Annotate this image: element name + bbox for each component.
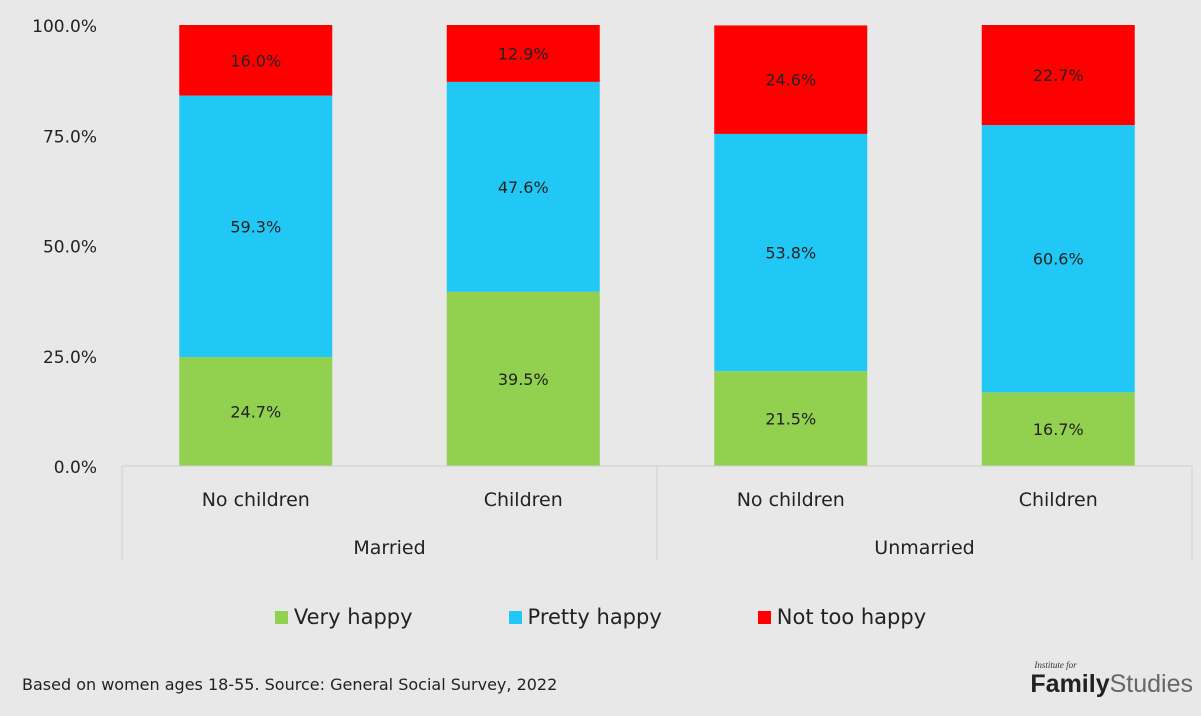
data-label: 16.7% [1033, 420, 1084, 439]
legend-swatch-not-too-happy [757, 610, 771, 624]
data-label: 53.8% [765, 244, 816, 263]
legend-label-very-happy: Very happy [293, 605, 413, 629]
y-tick-label: 25.0% [43, 348, 97, 368]
legend: Very happy Pretty happy Not too happy [0, 605, 1201, 629]
y-tick-label: 75.0% [43, 127, 97, 147]
legend-swatch-very-happy [274, 610, 288, 624]
y-tick-label: 100.0% [32, 17, 97, 37]
y-tick-label: 50.0% [43, 238, 97, 258]
bar-segment-very-happy [179, 357, 333, 466]
data-label: 60.6% [1033, 250, 1084, 269]
data-label: 59.3% [230, 217, 281, 236]
legend-item-pretty-happy: Pretty happy [508, 605, 662, 629]
data-label: 12.9% [498, 44, 549, 63]
data-label: 22.7% [1033, 66, 1084, 85]
legend-label-not-too-happy: Not too happy [776, 605, 927, 629]
logo-light-text: Studies [1109, 670, 1193, 698]
x-category-label: Children [484, 489, 563, 511]
stacked-bar-chart: 0.0% 25.0% 50.0% 75.0% 100.0% 24.7% 59.3% 16.0%… [32, 17, 1193, 560]
bar-segment-not-too-happy [714, 25, 868, 134]
bar-segment-pretty-happy [446, 81, 600, 292]
logo-bold-text: Family [1030, 670, 1110, 698]
bar-segment-not-too-happy [179, 25, 333, 96]
bar-segment-very-happy [714, 371, 868, 466]
x-group-label: Unmarried [874, 537, 974, 559]
x-category-label: No children [737, 489, 845, 511]
data-label: 21.5% [765, 410, 816, 429]
bar-segment-very-happy [981, 392, 1135, 466]
bar-segment-very-happy [446, 291, 600, 466]
bar-segment-not-too-happy [981, 25, 1135, 126]
bar-segment-pretty-happy [179, 95, 333, 358]
ifs-logo: Institute for FamilyStudies [1030, 660, 1193, 698]
logo-small-text: Institute for [1034, 660, 1077, 670]
bar-segment-not-too-happy [446, 25, 600, 82]
x-category-label: Children [1019, 489, 1098, 511]
y-tick-label: 0.0% [54, 458, 97, 478]
data-label: 47.6% [498, 178, 549, 197]
data-label: 39.5% [498, 370, 549, 389]
legend-item-very-happy: Very happy [274, 605, 413, 629]
legend-label-pretty-happy: Pretty happy [527, 605, 662, 629]
bar-segment-pretty-happy [714, 133, 868, 372]
x-group-label: Married [353, 537, 425, 559]
legend-item-not-too-happy: Not too happy [757, 605, 927, 629]
data-label: 24.6% [765, 71, 816, 90]
x-category-label: No children [202, 489, 310, 511]
data-label: 16.0% [230, 51, 281, 70]
data-label: 24.7% [230, 403, 281, 422]
bar-segment-pretty-happy [981, 125, 1135, 393]
source-note: Based on women ages 18-55. Source: Gener… [22, 675, 558, 694]
legend-swatch-pretty-happy [508, 610, 522, 624]
